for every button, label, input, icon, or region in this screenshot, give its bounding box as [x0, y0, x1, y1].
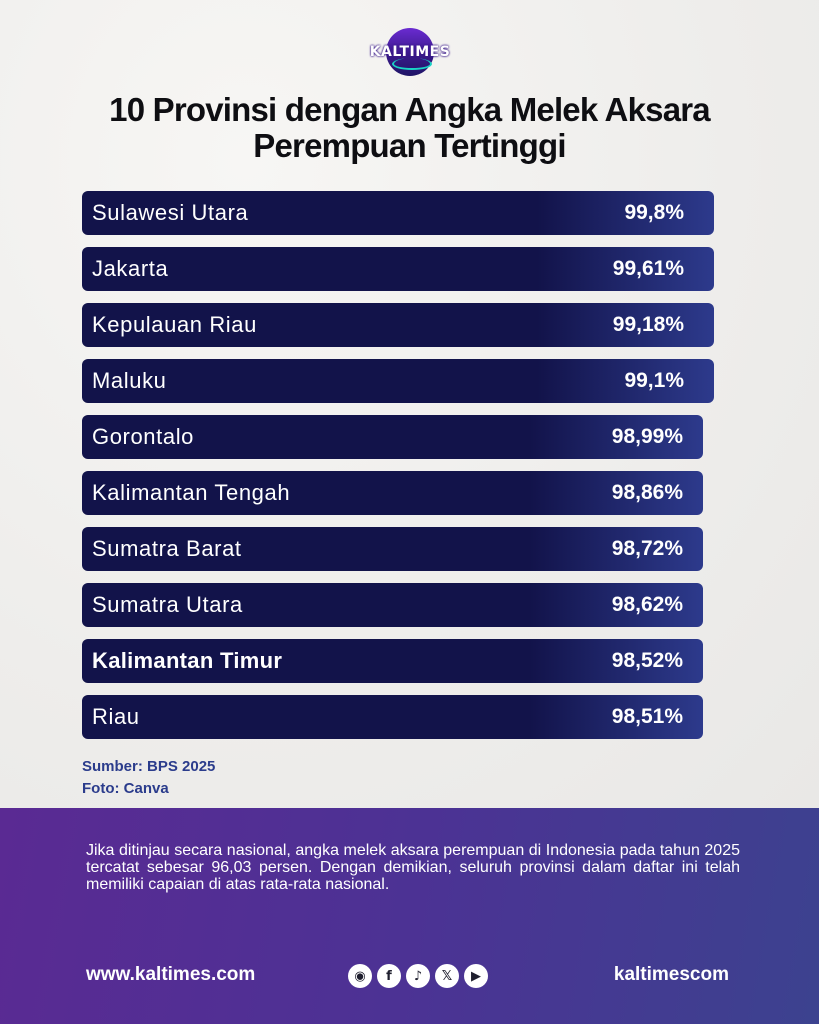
footer-note: Jika ditinjau secara nasional, angka mel… [86, 842, 740, 893]
bar-sumatra-barat: Sumatra Barat 98,72% [82, 527, 703, 571]
bar-gorontalo: Gorontalo 98,99% [82, 415, 703, 459]
instagram-icon[interactable]: ◉ [348, 964, 372, 988]
bar-label: Kalimantan Tengah [92, 480, 291, 505]
bar-sulawesi-utara: Sulawesi Utara 99,8% [82, 191, 714, 235]
photo-credit: Foto: Canva [82, 780, 169, 797]
facebook-icon[interactable]: f [377, 964, 401, 988]
bar-chart: Sulawesi Utara 99,8% Jakarta 99,61% Kepulaua… [82, 191, 722, 739]
social-icons: ◉ f ♪ 𝕏 ▶ [348, 964, 488, 988]
bar-label: Kepulauan Riau [92, 312, 257, 337]
bar-sumatra-utara: Sumatra Utara 98,62% [82, 583, 703, 627]
source-text: Sumber: BPS 2025 [82, 758, 216, 775]
bar-label: Jakarta [92, 256, 169, 281]
youtube-icon[interactable]: ▶ [464, 964, 488, 988]
bar-value-label: 99,8% [624, 201, 684, 224]
bar-value-label: 99,18% [612, 313, 684, 336]
bar-kalimantan-tengah: Kalimantan Tengah 98,86% [82, 471, 703, 515]
footer: Jika ditinjau secara nasional, angka mel… [0, 808, 819, 1024]
bar-kalimantan-timur: Kalimantan Timur 98,52% [82, 639, 703, 683]
logo-orb-icon [386, 28, 434, 76]
chart-title: 10 Provinsi dengan Angka Melek Aksara Pe… [40, 92, 779, 164]
bar-riau: Riau 98,51% [82, 695, 703, 739]
bar-value-label: 98,62% [611, 593, 683, 616]
logo-text: KALTIMES [369, 44, 451, 60]
bar-value-label: 99,61% [612, 257, 684, 280]
source-block: Sumber: BPS 2025 Foto: Canva [82, 756, 215, 800]
x-icon[interactable]: 𝕏 [435, 964, 459, 988]
bar-label: Maluku [92, 368, 167, 393]
tiktok-icon[interactable]: ♪ [406, 964, 430, 988]
bar-kepulauan-riau: Kepulauan Riau 99,18% [82, 303, 714, 347]
bar-label: Gorontalo [92, 424, 195, 449]
website-link[interactable]: www.kaltimes.com [86, 964, 256, 985]
bar-label: Kalimantan Timur [92, 648, 283, 673]
bar-value-label: 98,51% [611, 705, 683, 728]
kaltimes-logo: KALTIMES [350, 28, 470, 76]
bar-value-label: 98,72% [611, 537, 683, 560]
social-handle[interactable]: kaltimescom [613, 964, 729, 985]
bar-label: Sumatra Barat [92, 536, 242, 561]
bar-value-label: 98,52% [611, 649, 683, 672]
chart-title-line-2: Perempuan Tertinggi [253, 127, 566, 164]
chart-title-line-1: 10 Provinsi dengan Angka Melek Aksara [109, 91, 711, 128]
bar-value-label: 98,99% [611, 425, 683, 448]
bar-value-label: 99,1% [624, 369, 684, 392]
bar-label: Sumatra Utara [92, 592, 243, 617]
bar-label: Sulawesi Utara [92, 200, 249, 225]
bar-value-label: 98,86% [611, 481, 683, 504]
bar-maluku: Maluku 99,1% [82, 359, 714, 403]
bar-label: Riau [92, 704, 140, 729]
bar-jakarta: Jakarta 99,61% [82, 247, 714, 291]
